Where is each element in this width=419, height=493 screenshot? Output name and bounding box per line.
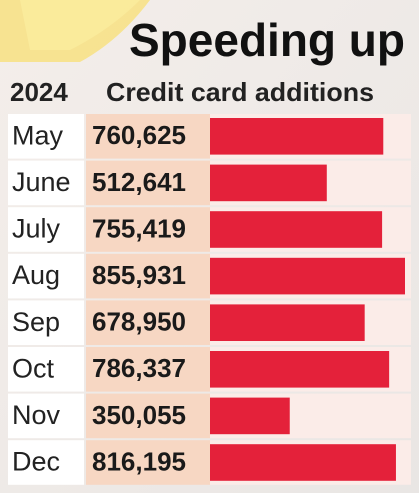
row-cell — [86, 114, 210, 159]
category-label: May — [12, 120, 64, 150]
category-label: July — [12, 214, 61, 244]
value-label: 755,419 — [92, 213, 186, 243]
bar — [210, 444, 396, 481]
row-cell — [86, 393, 210, 439]
value-label: 678,950 — [92, 307, 186, 337]
row-cell — [8, 440, 84, 485]
category-label: Oct — [12, 353, 55, 383]
card-decoration — [20, 0, 140, 50]
row-cell — [8, 160, 84, 206]
category-label: June — [12, 167, 71, 197]
chart-title: Speeding up — [129, 14, 405, 66]
category-label: Aug — [12, 260, 60, 290]
row-cell — [86, 300, 210, 345]
bar — [210, 304, 365, 341]
value-label: 786,337 — [92, 353, 186, 383]
value-label: 760,625 — [92, 120, 186, 150]
row-cell — [8, 114, 84, 159]
bar — [210, 351, 390, 388]
bar — [210, 211, 383, 248]
column-header: Credit card additions — [106, 77, 374, 107]
column-header: 2024 — [10, 77, 68, 107]
row-cell — [8, 207, 84, 252]
value-label: 512,641 — [92, 167, 186, 197]
value-label: 816,195 — [92, 446, 186, 476]
category-label: Dec — [12, 447, 60, 477]
row-cell — [86, 207, 210, 252]
category-label: Sep — [12, 307, 60, 337]
bar — [210, 164, 327, 202]
row-cell — [86, 160, 210, 206]
value-label: 855,931 — [92, 260, 186, 290]
bar — [210, 118, 384, 155]
row-cell — [86, 347, 210, 392]
row-cell — [8, 393, 84, 439]
bar — [210, 257, 405, 295]
category-label: Nov — [12, 400, 61, 430]
bar — [210, 397, 290, 435]
row-cell — [86, 440, 210, 485]
row-cell — [8, 347, 84, 392]
row-cell — [8, 300, 84, 345]
value-label: 350,055 — [92, 400, 186, 430]
row-cell — [8, 253, 84, 299]
row-cell — [86, 253, 210, 299]
